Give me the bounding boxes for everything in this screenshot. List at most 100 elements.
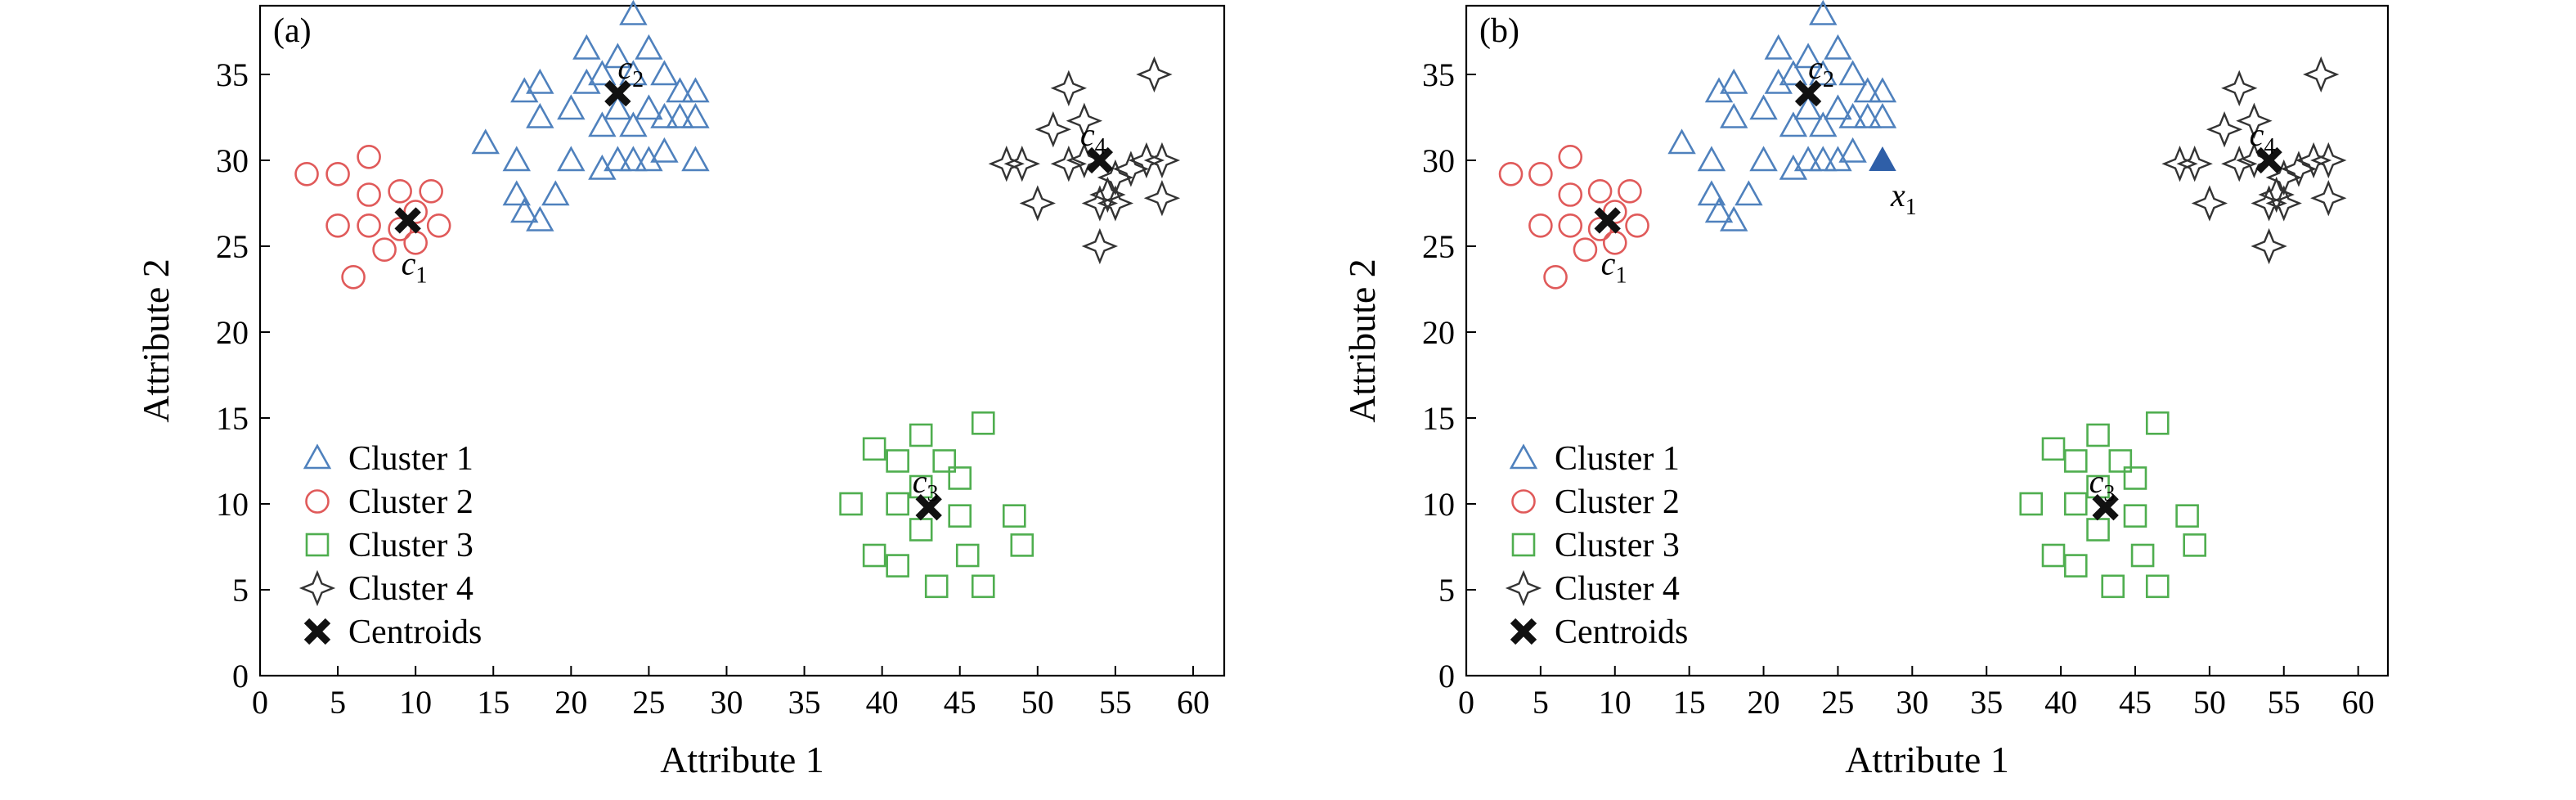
- legend-label: Cluster 4: [1555, 570, 1680, 608]
- data-point: [909, 423, 933, 447]
- legend-label: Cluster 2: [1555, 483, 1680, 521]
- data-point: [604, 146, 632, 172]
- data-point: [1003, 146, 1040, 182]
- legend-marker: [303, 618, 331, 645]
- legend-item: Centroids: [1510, 613, 1688, 651]
- x-tick-label: 20: [1748, 684, 1780, 721]
- x-tick-label: 40: [866, 684, 899, 721]
- data-point: [1719, 205, 1748, 231]
- legend-marker: [305, 489, 330, 514]
- data-point: [635, 34, 663, 60]
- panel-label: (a): [273, 12, 312, 50]
- legend-marker: [1511, 489, 1536, 514]
- data-point: [1809, 60, 1838, 86]
- data-point: [2265, 185, 2302, 222]
- data-point: [294, 162, 319, 187]
- data-point: [357, 145, 381, 169]
- legend-marker: [1509, 443, 1538, 470]
- data-point: [1558, 182, 1583, 207]
- data-point: [650, 137, 679, 163]
- x-tick-label: 60: [1177, 684, 1209, 721]
- data-point: [541, 180, 570, 206]
- legend-label: Centroids: [348, 613, 482, 651]
- legend-marker: [303, 443, 332, 470]
- data-point: [388, 179, 412, 204]
- annotation-x1: x1: [1890, 177, 1917, 220]
- data-point: [1097, 159, 1134, 196]
- y-tick-label: 0: [232, 658, 249, 694]
- data-point: [1719, 102, 1748, 128]
- data-point: [1749, 94, 1778, 120]
- data-point: [1143, 142, 1181, 179]
- x-tick-label: 10: [399, 684, 432, 721]
- centroid-point: [2092, 494, 2119, 521]
- x-tick-label: 45: [2119, 684, 2152, 721]
- data-point: [604, 43, 632, 69]
- data-point: [588, 111, 617, 137]
- legend-label: Centroids: [1555, 613, 1688, 651]
- data-point: [1824, 34, 1852, 60]
- x-tick-label: 30: [1896, 684, 1928, 721]
- data-point: [471, 128, 500, 155]
- legend-item: Cluster 4: [298, 569, 473, 608]
- data-point: [650, 102, 679, 128]
- legend-marker: [305, 533, 330, 557]
- data-point: [325, 162, 350, 187]
- data-point: [372, 237, 397, 263]
- data-point: [2191, 185, 2228, 222]
- data-point: [1793, 43, 1823, 69]
- data-point: [2221, 70, 2258, 106]
- series-cluster-1: [471, 0, 710, 231]
- x-tick-label: 45: [944, 684, 976, 721]
- data-point: [619, 146, 648, 172]
- data-point: [510, 197, 539, 223]
- data-point: [932, 449, 957, 473]
- y-axis-title: Attribute 2: [1341, 258, 1383, 423]
- centroid-point: [2255, 146, 2282, 174]
- data-point: [2251, 227, 2287, 265]
- data-point: [2303, 56, 2340, 93]
- centroid-point: [604, 79, 631, 107]
- data-point: [1809, 146, 1838, 172]
- data-point: [572, 68, 601, 94]
- centroid-point: [1086, 146, 1114, 174]
- data-point: [1749, 146, 1778, 172]
- series-centroids: [394, 79, 1114, 521]
- data-point: [502, 180, 531, 206]
- x-tick-label: 50: [1021, 684, 1054, 721]
- x-tick-label: 0: [252, 684, 268, 721]
- data-point: [2063, 492, 2088, 516]
- data-point: [650, 60, 679, 86]
- data-point: [2041, 437, 2066, 461]
- centroid-point: [1594, 207, 1621, 234]
- data-point: [886, 449, 909, 473]
- series-cluster-1: [1667, 0, 1897, 231]
- data-point: [619, 0, 648, 25]
- data-point: [1010, 533, 1034, 557]
- legend-marker: [298, 569, 336, 607]
- series-x1: [1869, 146, 1896, 171]
- data-point: [419, 179, 443, 204]
- x-tick-label: 30: [710, 684, 743, 721]
- data-point: [886, 492, 909, 516]
- data-point: [886, 554, 909, 578]
- centroid-point: [915, 494, 942, 521]
- y-tick-label: 30: [216, 142, 249, 179]
- legend-item: Centroids: [303, 613, 482, 651]
- data-point: [1764, 68, 1793, 94]
- x-tick-label: 25: [632, 684, 665, 721]
- y-axis-title: Attribute 2: [135, 258, 177, 423]
- data-point: [909, 518, 933, 542]
- data-point: [1050, 70, 1088, 106]
- data-point: [1779, 60, 1808, 86]
- legend-label: Cluster 3: [348, 527, 473, 564]
- data-point: [526, 102, 554, 128]
- data-point: [1143, 180, 1181, 217]
- data-point: [2183, 533, 2206, 557]
- data-point: [2310, 142, 2347, 179]
- y-tick-label: 0: [1438, 658, 1455, 694]
- data-point: [948, 504, 972, 528]
- data-point: [635, 94, 663, 120]
- y-tick-label: 15: [1422, 400, 1455, 437]
